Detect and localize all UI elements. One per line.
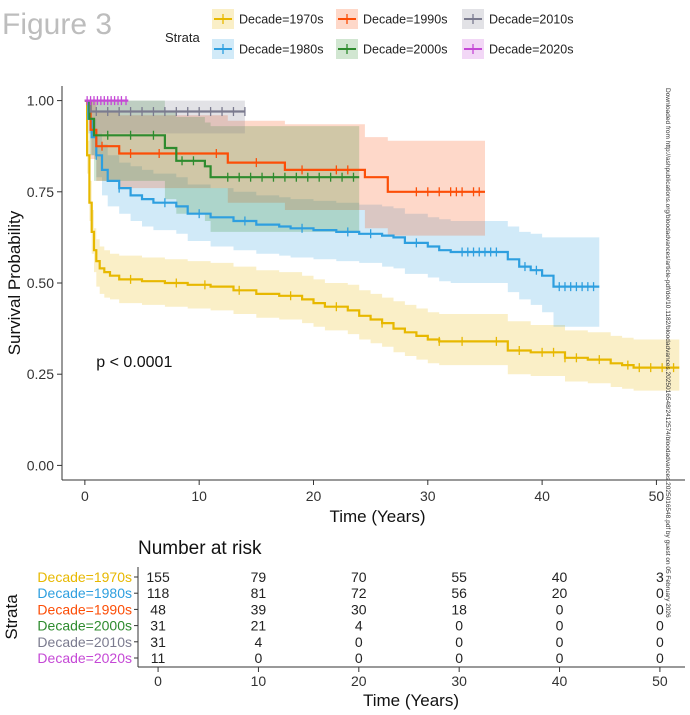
legend-label-decade-2000s: Decade=2000s [363,43,447,57]
risk-count-decade-2000s: 0 [656,618,664,634]
risk-strata-label-decade-1970s: Decade=1970s [37,569,132,585]
legend: Strata Decade=1970s Decade=1990s Decade=20… [165,9,573,59]
legend-label-decade-2010s: Decade=2010s [489,13,573,27]
ci-band-decade-1980s [84,100,600,327]
y-tick-label: 0.00 [27,457,54,473]
risk-count-decade-2010s: 0 [355,634,363,650]
risk-count-decade-2000s: 4 [355,618,363,634]
km-plot: 0.00 0.25 0.50 0.75 1.00 0 10 20 30 40 50 Survival… [5,86,685,526]
risk-count-decade-2000s: 0 [455,618,463,634]
figure-label: Figure 3 [2,8,112,41]
legend-title: Strata [165,30,200,45]
risk-x-tick-label: 30 [451,673,467,689]
risk-count-decade-1970s: 3 [656,569,664,585]
risk-strata-label-decade-1980s: Decade=1980s [37,585,132,601]
y-tick-label: 1.00 [27,93,54,109]
legend-label-decade-1990s: Decade=1990s [363,13,447,27]
y-axis-title: Survival Probability [5,210,24,355]
legend-label-decade-1970s: Decade=1970s [239,13,323,27]
legend-label-decade-1980s: Decade=1980s [239,43,323,57]
risk-table: Number at risk Decade=1970s 155 79 70 55 40 3D… [2,538,685,710]
censor-marks [86,96,675,373]
risk-x-tick-label: 0 [154,673,162,689]
risk-count-decade-1970s: 155 [146,569,170,585]
risk-count-decade-1990s: 18 [451,601,467,617]
risk-table-title: Number at risk [138,538,262,559]
survival-curves [84,99,680,369]
risk-count-decade-1990s: 48 [150,601,166,617]
risk-table-axes: 0 10 20 30 40 50 [134,567,685,689]
p-value-annotation: p < 0.0001 [96,354,172,371]
ci-band-decade-2010s [84,100,245,134]
risk-count-decade-1980s: 81 [251,585,267,601]
risk-count-decade-1980s: 118 [147,585,170,601]
risk-count-decade-1990s: 0 [556,601,564,617]
risk-count-decade-2020s: 0 [455,650,463,666]
risk-count-decade-1980s: 20 [552,585,568,601]
risk-count-decade-2020s: 11 [151,650,166,666]
risk-count-decade-2010s: 0 [656,634,664,650]
risk-count-decade-2010s: 31 [150,634,166,650]
risk-count-decade-2010s: 4 [255,634,263,650]
risk-count-decade-2020s: 0 [355,650,363,666]
risk-count-decade-1970s: 70 [351,569,367,585]
risk-x-tick-label: 40 [552,673,568,689]
download-watermark: Downloaded from http://ashpublications.o… [664,88,671,618]
risk-count-decade-2010s: 0 [556,634,564,650]
risk-count-decade-1980s: 0 [656,585,664,601]
risk-count-decade-2010s: 0 [455,634,463,650]
risk-strata-label-decade-2020s: Decade=2020s [37,650,132,666]
x-axis-title: Time (Years) [329,507,425,526]
risk-count-decade-1970s: 55 [451,569,467,585]
y-tick-label: 0.75 [27,184,54,200]
risk-count-decade-1990s: 30 [351,601,367,617]
legend-label-decade-2020s: Decade=2020s [489,43,573,57]
confidence-bands [84,100,680,391]
x-tick-label: 50 [649,488,665,504]
x-tick-label: 40 [534,488,550,504]
risk-table-y-title: Strata [2,594,21,640]
risk-count-decade-2020s: 0 [656,650,664,666]
km-curve-decade-1980s [84,99,600,288]
risk-count-decade-2020s: 0 [556,650,564,666]
x-tick-label: 20 [306,488,322,504]
risk-table-x-title: Time (Years) [363,691,459,710]
risk-x-tick-label: 50 [652,673,668,689]
risk-count-decade-1990s: 39 [251,601,267,617]
risk-count-decade-1990s: 0 [656,601,664,617]
km-curve-decade-2000s [84,99,360,179]
x-tick-label: 10 [191,488,207,504]
risk-count-decade-1970s: 40 [552,569,568,585]
km-curve-decade-1970s [84,99,680,369]
risk-count-decade-1980s: 56 [451,585,467,601]
y-tick-label: 0.50 [27,275,54,291]
x-tick-label: 30 [420,488,436,504]
x-tick-label: 0 [81,488,89,504]
plot-axes: 0.00 0.25 0.50 0.75 1.00 0 10 20 30 40 50 [27,86,685,504]
risk-strata-label-decade-1990s: Decade=1990s [37,601,132,617]
risk-x-tick-label: 20 [351,673,367,689]
risk-count-decade-2000s: 0 [556,618,564,634]
risk-strata-label-decade-2010s: Decade=2010s [37,634,132,650]
y-tick-label: 0.25 [27,366,54,382]
risk-x-tick-label: 10 [251,673,267,689]
ci-band-decade-1970s [84,100,680,391]
risk-count-decade-2020s: 0 [255,650,263,666]
risk-count-decade-2000s: 21 [251,618,267,634]
risk-strata-label-decade-2000s: Decade=2000s [37,618,132,634]
risk-count-decade-1970s: 79 [251,569,267,585]
risk-count-decade-2000s: 31 [150,618,166,634]
risk-count-decade-1980s: 72 [351,585,367,601]
